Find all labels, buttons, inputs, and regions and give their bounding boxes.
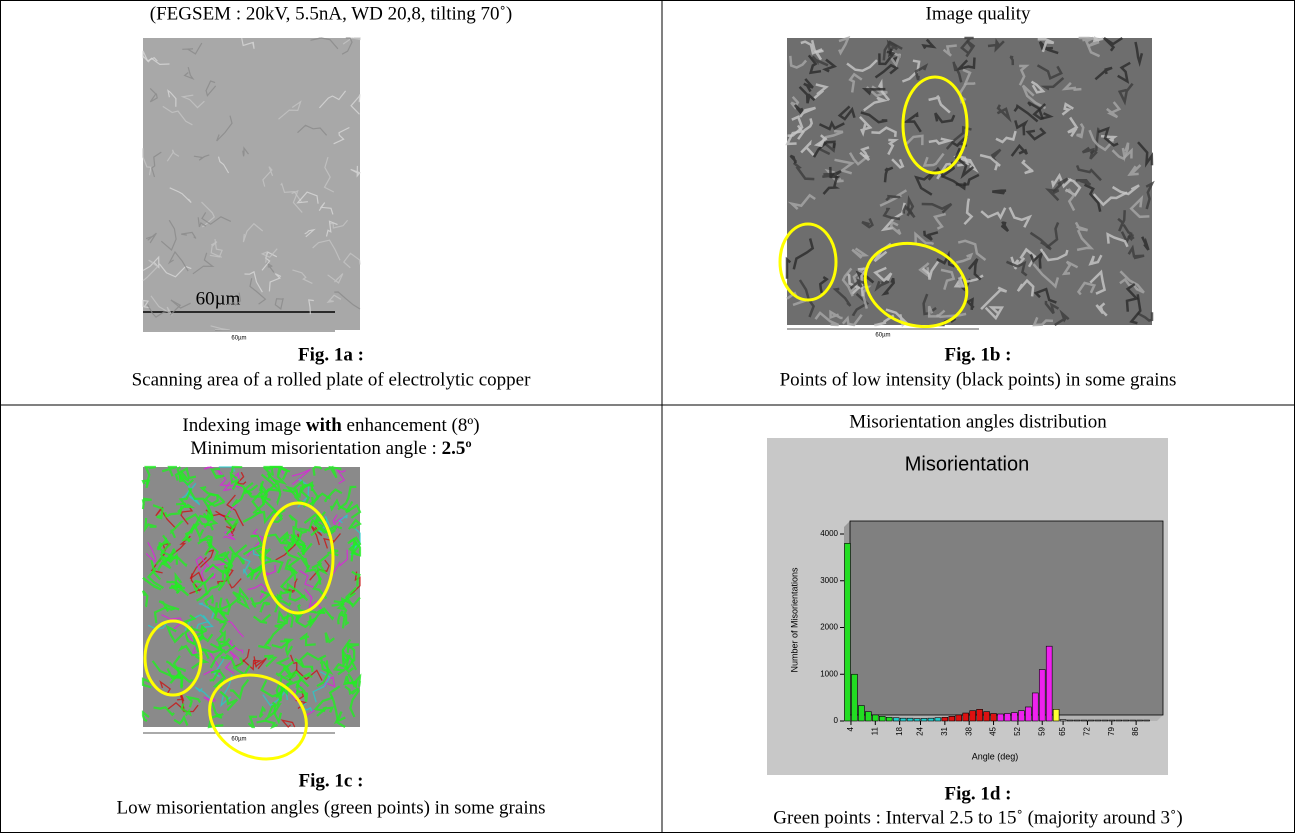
- plot-area: [850, 521, 1163, 715]
- texture-stroke: [992, 191, 1006, 194]
- bar: [1004, 714, 1010, 721]
- bar: [845, 543, 851, 721]
- y-tick-label: 3000: [820, 576, 838, 585]
- x-tick-label: 79: [1107, 726, 1116, 735]
- y-tick-label: 1000: [820, 669, 838, 678]
- bar: [1046, 646, 1052, 721]
- bar: [991, 714, 997, 721]
- x-tick-label: 86: [1131, 726, 1140, 735]
- figure-label: Fig. 1d :: [944, 783, 1011, 804]
- heading-part: Minimum misorientation angle :: [190, 438, 441, 459]
- bar: [963, 713, 969, 721]
- bar: [942, 717, 948, 721]
- x-tick-label: 52: [1013, 726, 1022, 735]
- bar: [886, 717, 892, 721]
- y-tick-label: 2000: [820, 623, 838, 632]
- x-tick-label: 45: [989, 726, 998, 735]
- bar: [1025, 707, 1031, 721]
- heading: (FEGSEM : 20kV, 5.5nA, WD 20,8, tilting …: [150, 3, 512, 24]
- y-tick-label: 0: [834, 716, 839, 725]
- x-tick-label: 18: [895, 726, 904, 735]
- chart-title: Misorientation: [905, 453, 1030, 475]
- bar: [914, 719, 920, 721]
- sem-image: [143, 38, 360, 330]
- bar: [893, 718, 899, 721]
- x-axis-label: Angle (deg): [972, 751, 1019, 761]
- x-tick-label: 31: [940, 726, 949, 735]
- bar: [956, 715, 962, 721]
- figure-label: Fig. 1a :: [298, 344, 364, 365]
- bar: [1088, 720, 1094, 721]
- bar: [1116, 720, 1122, 721]
- chart: 0 1000 2000 3000 4000 4 11 18 24 31 38 45 52 59 65 72 79…: [820, 521, 1163, 736]
- bar: [949, 716, 955, 721]
- bar: [1102, 720, 1108, 721]
- bar: [1144, 720, 1150, 721]
- x-tick-label: 4: [846, 726, 855, 731]
- bar: [998, 714, 1004, 721]
- bar: [935, 718, 941, 721]
- bar: [1053, 709, 1059, 721]
- bar: [1130, 720, 1136, 721]
- bar: [1011, 713, 1017, 721]
- bar: [865, 712, 871, 721]
- bar: [1095, 720, 1101, 721]
- indexing-image: [143, 467, 360, 727]
- y-tick-label: 4000: [820, 529, 838, 538]
- x-tick-label: 65: [1058, 726, 1067, 735]
- bar: [928, 718, 934, 721]
- scale-small: 60µm: [231, 336, 246, 342]
- document: (FEGSEM : 20kV, 5.5nA, WD 20,8, tilting …: [0, 0, 1295, 833]
- bar: [1039, 670, 1045, 721]
- bar: [1060, 720, 1066, 721]
- heading-part: Indexing image: [182, 415, 305, 436]
- bar: [1123, 720, 1129, 721]
- caption: Points of low intensity (black points) i…: [780, 369, 1177, 390]
- bar: [1032, 693, 1038, 721]
- caption: Scanning area of a rolled plate of elect…: [132, 369, 531, 390]
- bar: [872, 715, 878, 721]
- bar: [851, 674, 857, 721]
- bar: [1109, 720, 1115, 721]
- heading: Indexing image with enhancement (8º): [182, 415, 479, 436]
- bar: [970, 711, 976, 721]
- heading-part: with: [306, 415, 342, 436]
- bar: [1081, 720, 1087, 721]
- x-tick-label: 11: [870, 726, 879, 735]
- bar: [977, 709, 983, 721]
- caption: Green points : Interval 2.5 to 15˚ (majo…: [773, 807, 1182, 828]
- heading: Image quality: [926, 3, 1031, 24]
- figure-label: Fig. 1b :: [944, 344, 1011, 365]
- x-tick-label: 38: [964, 726, 973, 735]
- bar: [1137, 720, 1143, 721]
- bar: [858, 706, 864, 721]
- caption: Low misorientation angles (green points)…: [117, 797, 546, 818]
- heading: Minimum misorientation angle : 2.5º: [190, 438, 471, 459]
- bar: [1067, 720, 1073, 721]
- bar: [900, 718, 906, 721]
- bar: [907, 718, 913, 721]
- bar: [879, 716, 885, 721]
- scale-small: 60µm: [875, 333, 890, 339]
- bar: [1074, 720, 1080, 721]
- page: (FEGSEM : 20kV, 5.5nA, WD 20,8, tilting …: [0, 0, 1295, 833]
- bar: [1018, 711, 1024, 721]
- x-tick-label: 24: [916, 726, 925, 735]
- texture-stroke: [1095, 38, 1104, 41]
- scale-label: 60µm: [196, 288, 241, 309]
- heading: Misorientation angles distribution: [849, 411, 1107, 432]
- scale-small: 60µm: [231, 737, 246, 743]
- y-axis-label: Number of Misorientations: [789, 567, 799, 673]
- bar: [921, 718, 927, 721]
- heading-part: 2.5º: [442, 438, 472, 459]
- x-tick-label: 59: [1037, 726, 1046, 735]
- figure-label: Fig. 1c :: [299, 770, 364, 791]
- heading-part: enhancement (8º): [342, 415, 480, 436]
- x-tick-label: 72: [1083, 726, 1092, 735]
- bar: [984, 712, 990, 721]
